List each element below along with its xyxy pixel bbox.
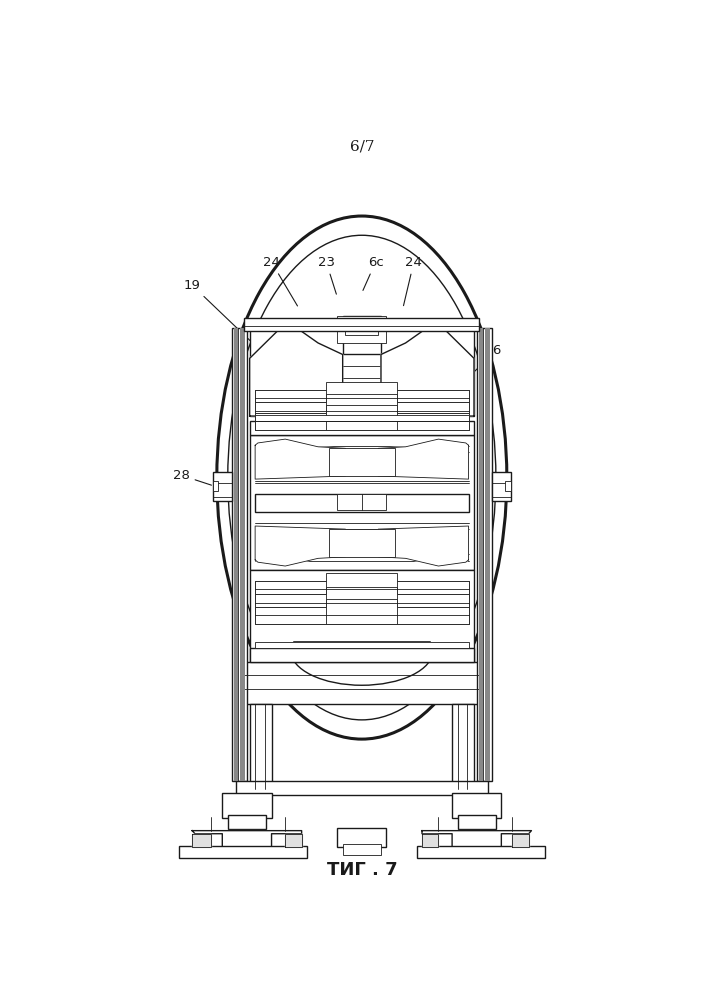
Bar [337,827,386,847]
Bar [255,580,469,597]
Bar [255,594,469,611]
Bar [345,320,378,336]
Polygon shape [513,834,529,847]
Bar [492,473,510,501]
Polygon shape [378,440,469,480]
Bar [329,449,395,477]
Bar [234,328,238,781]
Bar [250,648,474,662]
Bar [255,606,469,623]
Bar [250,326,474,416]
Text: 6/7: 6/7 [349,140,374,154]
Bar [255,413,469,430]
Text: ΤИГ . 7: ΤИГ . 7 [326,861,397,879]
Bar [326,395,397,420]
Polygon shape [378,526,469,566]
Bar [326,383,397,407]
Text: 23: 23 [318,256,336,294]
Bar [326,599,397,623]
Bar [255,580,469,597]
Bar [250,569,474,662]
Polygon shape [192,834,211,847]
Bar [342,844,381,855]
Bar [255,606,469,623]
Bar [477,328,492,781]
Bar [232,328,247,781]
Bar [228,815,266,829]
Bar [244,318,479,332]
Bar [417,846,545,858]
Bar [250,704,272,789]
Bar [222,793,272,817]
Bar [255,594,469,611]
Bar [179,846,307,858]
Bar [337,495,386,509]
Bar [213,482,218,491]
Polygon shape [192,830,301,847]
Text: 24: 24 [404,256,422,306]
Polygon shape [381,328,474,416]
Text: 28: 28 [173,469,212,486]
Bar [255,403,469,420]
Polygon shape [255,440,345,480]
Text: 24: 24 [263,256,297,306]
Bar [326,573,397,597]
Bar [255,403,469,420]
Polygon shape [255,526,345,566]
Text: 6: 6 [462,344,500,384]
Bar [326,406,397,430]
Bar [255,416,469,422]
Bar [337,316,386,343]
Bar [452,704,474,789]
Bar [250,436,474,569]
Text: 6c: 6c [363,256,383,291]
Polygon shape [285,834,301,847]
Bar [213,473,232,501]
Polygon shape [422,834,438,847]
Bar [452,793,501,817]
Bar [240,328,245,781]
Ellipse shape [217,216,507,739]
Bar [479,328,484,781]
Bar [255,413,469,430]
Bar [255,390,469,407]
Bar [244,662,479,704]
Ellipse shape [228,236,496,720]
Bar [329,529,395,556]
Bar [250,422,474,436]
Text: 19: 19 [184,279,258,349]
Bar [342,316,381,355]
Bar [255,494,469,512]
Bar [505,482,510,491]
Bar [236,781,488,795]
Polygon shape [250,328,342,416]
Bar [326,586,397,611]
Polygon shape [422,830,532,847]
Bar [486,328,490,781]
Bar [255,642,469,648]
Bar [255,390,469,407]
Bar [457,815,496,829]
